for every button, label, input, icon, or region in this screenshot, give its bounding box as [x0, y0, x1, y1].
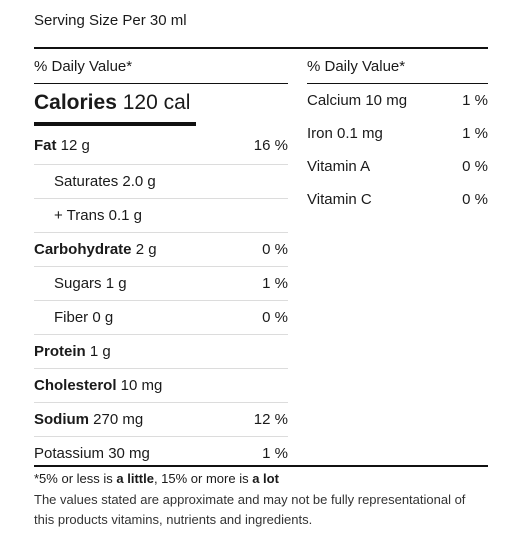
nutrient-row: + Trans 0.1 g	[34, 199, 288, 233]
daily-value-label: % Daily Value*	[34, 57, 133, 75]
calories-underline	[34, 122, 196, 126]
vitamin-label: Iron 0.1 mg	[307, 125, 383, 142]
nutrient-percent: 1 %	[262, 275, 288, 292]
nutrient-row: Fiber 0 g 0 %	[34, 301, 288, 335]
bottom-rule	[34, 465, 488, 467]
nutrient-row: Protein 1 g	[34, 335, 288, 369]
nutrient-label: Cholesterol 10 mg	[34, 377, 163, 394]
vitamin-row: Vitamin C 0 %	[307, 183, 488, 216]
vitamin-percent: 0 %	[462, 191, 488, 208]
vitamin-row: Iron 0.1 mg 1 %	[307, 117, 488, 150]
nutrient-percent: 12 %	[253, 411, 288, 428]
vitamins-column: % Daily Value* Calcium 10 mg 1 % Iron 0.1 …	[307, 49, 488, 216]
vitamin-row: Vitamin A 0 %	[307, 150, 488, 183]
nutrient-percent: 0 %	[262, 309, 288, 326]
serving-size: Serving Size Per 30 ml	[34, 12, 187, 29]
nutrient-row: Sodium 270 mg 12 %	[34, 403, 288, 437]
top-rule	[34, 47, 488, 49]
vitamin-percent: 1 %	[462, 125, 488, 142]
daily-value-header-right: % Daily Value*	[307, 49, 488, 84]
nutrient-label: Sugars 1 g	[54, 275, 127, 292]
nutrient-label: Sodium 270 mg	[34, 411, 144, 428]
calories-value: 120 cal	[122, 91, 191, 114]
nutrient-row: Cholesterol 10 mg	[34, 369, 288, 403]
vitamin-row: Calcium 10 mg 1 %	[307, 84, 488, 117]
nutrient-row: Sugars 1 g 1 %	[34, 267, 288, 301]
nutrient-label: Carbohydrate 2 g	[34, 241, 157, 258]
nutrient-label: Fiber 0 g	[54, 309, 114, 326]
nutrient-percent: 1 %	[262, 445, 288, 462]
vitamin-label: Calcium 10 mg	[307, 92, 408, 109]
disclaimer: The values stated are approximate and ma…	[34, 492, 466, 527]
nutrient-row: Carbohydrate 2 g 0 %	[34, 233, 288, 267]
nutrient-label: Saturates 2.0 g	[54, 173, 156, 190]
daily-value-label: % Daily Value*	[307, 57, 406, 75]
calories-label: Calories	[34, 91, 117, 114]
daily-value-header-left: % Daily Value*	[34, 49, 288, 84]
nutrient-label: + Trans 0.1 g	[54, 207, 142, 224]
calories-row: Calories 120 cal	[34, 84, 288, 122]
nutrient-row: Saturates 2.0 g	[34, 165, 288, 199]
nutrient-row: Fat 12 g 16 %	[34, 126, 288, 165]
nutrient-label: Protein 1 g	[34, 343, 111, 360]
nutrient-label: Fat 12 g	[34, 136, 90, 154]
nutrient-label: Potassium 30 mg	[34, 445, 150, 462]
vitamin-label: Vitamin A	[307, 158, 371, 175]
vitamin-label: Vitamin C	[307, 191, 372, 208]
vitamin-percent: 0 %	[462, 158, 488, 175]
nutrient-percent: 0 %	[262, 241, 288, 258]
nutrient-row: Potassium 30 mg 1 %	[34, 437, 288, 470]
nutrient-percent: 16 %	[253, 136, 288, 154]
footnote: *5% or less is a little, 15% or more is …	[34, 471, 279, 486]
macros-column: % Daily Value* Calories 120 cal Fat 12 g…	[34, 49, 288, 470]
vitamin-percent: 1 %	[462, 92, 488, 109]
